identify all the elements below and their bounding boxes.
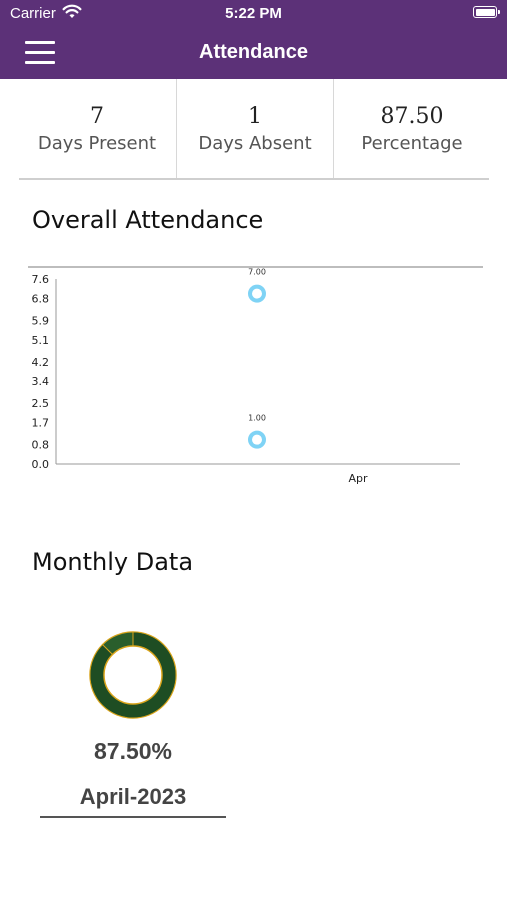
chart-svg: 0.0 0.8 1.7 2.5 3.4 4.2 5.1 5.9 6.8 7.6 Apr 7.00 1.0…: [28, 266, 483, 485]
y-tick-label: 0.8: [32, 439, 50, 452]
y-tick-label: 1.7: [32, 417, 50, 430]
y-tick-label: 3.4: [32, 375, 50, 388]
monthly-donut-chart: [89, 631, 177, 719]
y-tick-label: 5.9: [32, 314, 50, 327]
y-tick-label: 5.1: [32, 334, 50, 347]
y-tick-label: 4.2: [32, 356, 50, 369]
data-point: [248, 284, 266, 303]
wifi-icon: [62, 4, 82, 18]
stat-label: Days Present: [37, 133, 157, 154]
stat-value: 7: [90, 104, 104, 129]
nav-bar: Attendance: [0, 28, 507, 79]
y-tick-label: 2.5: [32, 397, 50, 410]
data-label: 7.00: [248, 268, 266, 277]
donut-divider: [102, 644, 113, 655]
monthly-data-title: Monthly Data: [32, 548, 194, 576]
x-tick-label: Apr: [348, 472, 368, 485]
stat-percentage: 87.50 Percentage: [333, 79, 490, 178]
overall-attendance-chart: 0.0 0.8 1.7 2.5 3.4 4.2 5.1 5.9 6.8 7.6 Apr 7.00 1.0…: [20, 265, 490, 495]
donut-svg: [89, 631, 177, 719]
stat-label: Percentage: [361, 133, 463, 154]
stat-value: 87.50: [380, 104, 444, 129]
data-point: [248, 430, 266, 449]
clock: 5:22 PM: [225, 5, 282, 22]
monthly-month-label[interactable]: April-2023: [40, 784, 226, 818]
stat-value: 1: [248, 104, 262, 129]
y-tick-label: 6.8: [32, 292, 50, 305]
y-tick-label: 7.6: [32, 273, 50, 286]
attendance-summary: 7 Days Present 1 Days Absent 87.50 Perce…: [19, 79, 489, 180]
page-title: Attendance: [199, 41, 308, 63]
carrier-label: Carrier: [10, 5, 56, 22]
hamburger-menu-icon[interactable]: [25, 41, 55, 65]
stat-days-absent: 1 Days Absent: [176, 79, 333, 178]
y-tick-label: 0.0: [32, 458, 50, 471]
donut-inner-outline: [103, 645, 163, 705]
stat-label: Days Absent: [198, 133, 312, 154]
stat-days-present: 7 Days Present: [19, 79, 175, 178]
battery-icon: [473, 6, 500, 18]
data-label: 1.00: [248, 414, 266, 423]
status-bar: Carrier 5:22 PM: [0, 0, 507, 28]
monthly-percentage: 87.50%: [93, 738, 172, 764]
overall-attendance-title: Overall Attendance: [32, 206, 264, 234]
